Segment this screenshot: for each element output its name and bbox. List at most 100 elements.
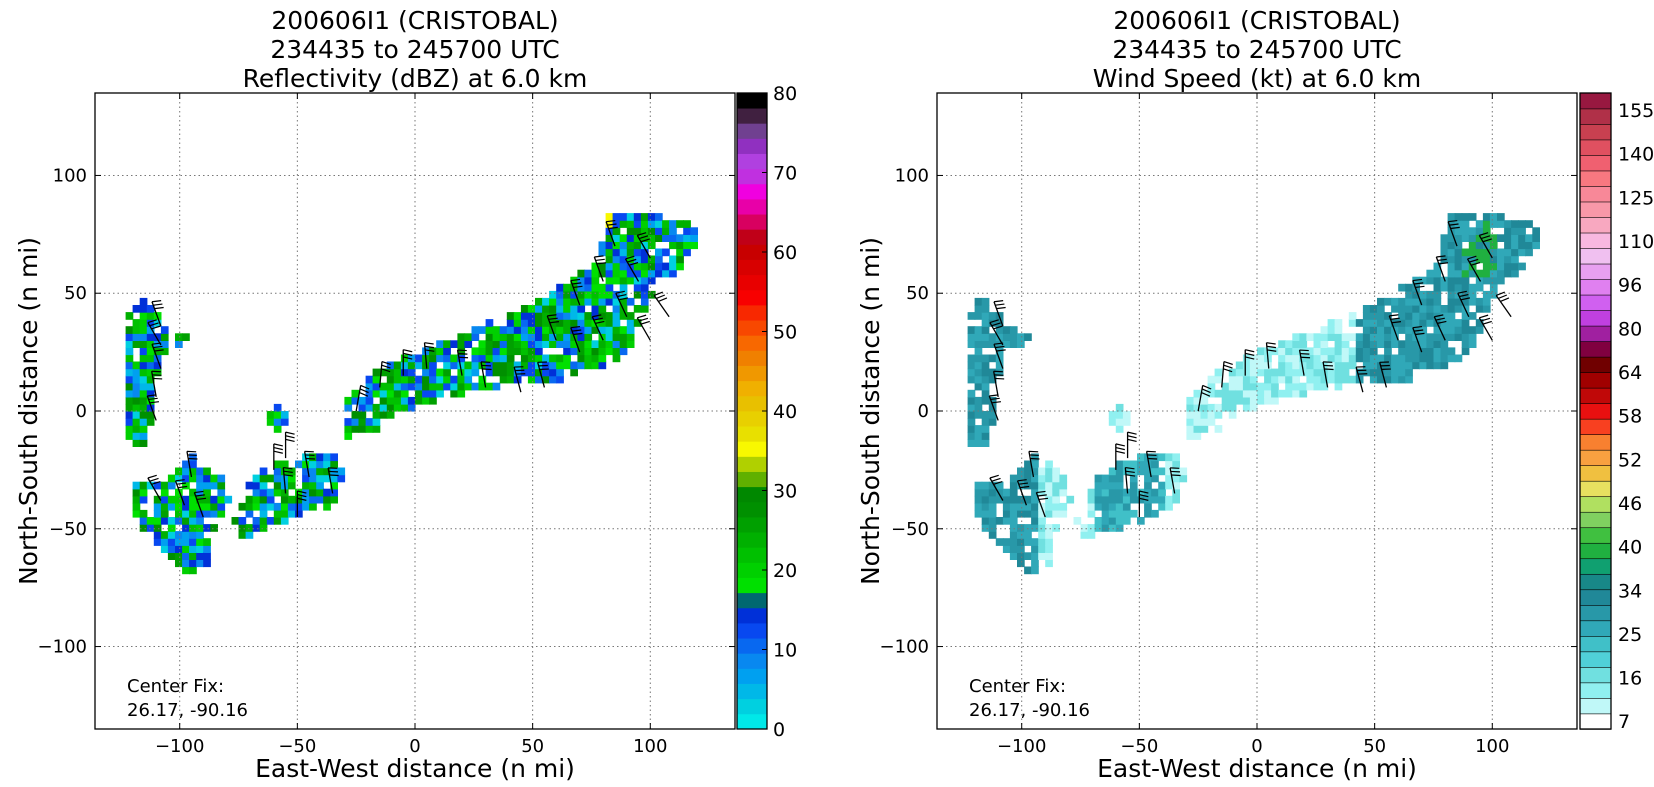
echo-cell [1017,495,1025,504]
echo-cell [598,241,607,250]
colorbar-tick-label: 20 [773,560,797,582]
wind-barb [1379,362,1388,388]
echo-cell [591,262,600,271]
echo-cell [1362,347,1371,356]
echo-cell [974,354,983,363]
echo-cell [407,403,416,412]
echo-cell [1334,340,1343,348]
echo-cell [189,467,197,476]
echo-cell [1045,481,1053,490]
echo-cell [302,474,310,483]
echo-cell [988,319,997,327]
echo-cell [626,248,635,257]
echo-cell [1320,333,1329,341]
wind-barb-flag [1457,290,1467,294]
echo-cell [988,333,997,341]
echo-cell [1024,531,1032,539]
echo-cell [556,319,564,327]
echo-cell [676,255,684,264]
echo-cell [1405,290,1413,299]
echo-cell [995,481,1004,490]
echo-cell [1200,403,1209,412]
y-tick-label: −100 [38,637,87,658]
echo-cell [662,227,670,235]
echo-cell [1038,488,1046,497]
colorbar-swatch [1579,263,1612,280]
echo-cell [1532,234,1540,242]
wind-barb [636,317,651,341]
wind-barb [1412,327,1423,353]
echo-cell [309,495,317,504]
echo-cell [633,213,642,221]
wind-barb-flag [1115,450,1125,454]
echo-cell [1384,347,1392,356]
echo-cell [974,432,983,440]
wind-barb [513,366,522,393]
echo-cell [139,375,148,384]
echo-cell [1461,340,1470,348]
echo-cell [1045,474,1053,483]
echo-cell [683,220,691,228]
echo-cell [647,276,656,285]
echo-cell [535,312,543,320]
echo-cell [266,418,275,426]
wind-barb [303,451,310,478]
wind-barb [146,395,157,421]
echo-cell [132,495,141,504]
echo-cell [1045,495,1053,504]
echo-cell [1489,234,1498,242]
echo-cell [1144,509,1152,518]
echo-cell [189,517,197,525]
echo-cell [988,495,997,504]
echo-cell [344,418,353,426]
echo-cell [556,354,564,363]
echo-cell [471,347,480,356]
echo-cell [167,474,176,483]
echo-cell [1391,340,1399,348]
echo-cell [605,347,614,356]
echo-cell [182,495,190,504]
echo-cell [1504,241,1512,250]
echo-cell [160,495,169,504]
echo-cell [1525,241,1533,250]
echo-cell [542,354,550,363]
echo-cell [967,425,976,433]
echo-cell [485,354,494,363]
echo-cell [1292,333,1300,341]
echo-cell [1306,375,1315,384]
wind-barb [570,327,581,353]
echo-cell [605,241,614,250]
chart-title-line: Wind Speed (kt) at 6.0 km [1093,64,1421,93]
echo-cell [1009,474,1018,483]
echo-cell [1482,234,1491,242]
echo-cell [1433,305,1442,313]
wind-barb [605,221,616,247]
echo-cell [189,460,197,469]
echo-cell [1151,488,1159,497]
echo-cell [175,488,183,497]
echo-cell [1031,453,1039,462]
wind-barb-flag [381,360,391,365]
echo-cell [210,474,218,483]
echo-cell [1024,509,1032,518]
echo-cell [153,495,162,504]
echo-cell [1327,333,1336,341]
echo-cell [1391,368,1399,377]
echo-cell [485,340,494,348]
echo-cell [612,326,621,334]
echo-cell [337,474,346,483]
echo-cell [605,220,614,228]
wind-barb-flag [1037,494,1047,497]
echo-cell [1172,460,1180,469]
echo-cell [132,382,141,391]
echo-cell [577,361,586,370]
echo-cell [443,368,451,377]
echo-cell [591,276,600,285]
center-fix-value: 26.17, -90.16 [969,700,1090,721]
echo-cell [1172,495,1180,504]
echo-cell [549,340,557,348]
echo-cell [1482,241,1491,250]
echo-cell [182,460,190,469]
echo-cell [1214,403,1223,412]
echo-cell [1334,361,1343,370]
